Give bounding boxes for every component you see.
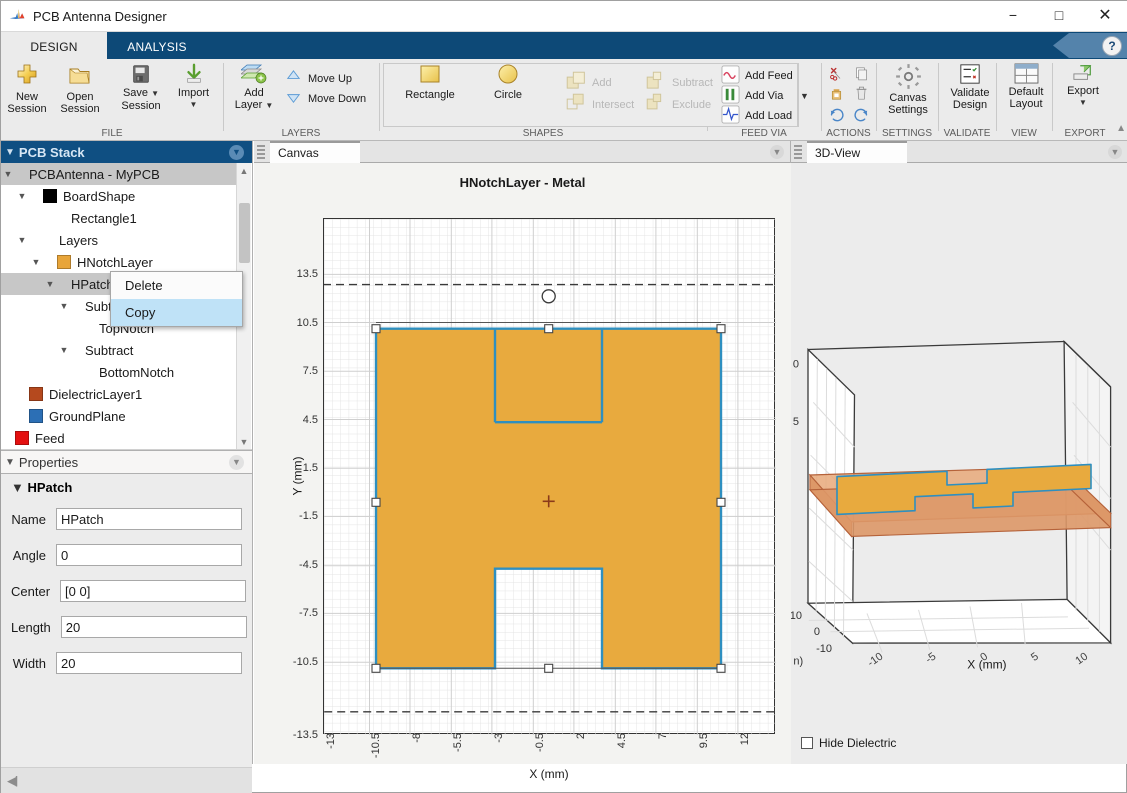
svg-text:-5: -5	[923, 651, 938, 666]
svg-text:-10: -10	[791, 610, 802, 622]
svg-text:0: 0	[814, 626, 820, 638]
svg-text:X (mm): X (mm)	[967, 657, 1006, 671]
svg-text:10: 10	[1073, 651, 1090, 668]
svg-text:n): n)	[793, 655, 803, 667]
svg-text:-10: -10	[866, 651, 886, 670]
svg-text:5: 5	[793, 416, 799, 428]
svg-text:-10: -10	[816, 643, 832, 655]
svg-text:0: 0	[793, 359, 799, 371]
svg-text:5: 5	[1029, 651, 1041, 664]
